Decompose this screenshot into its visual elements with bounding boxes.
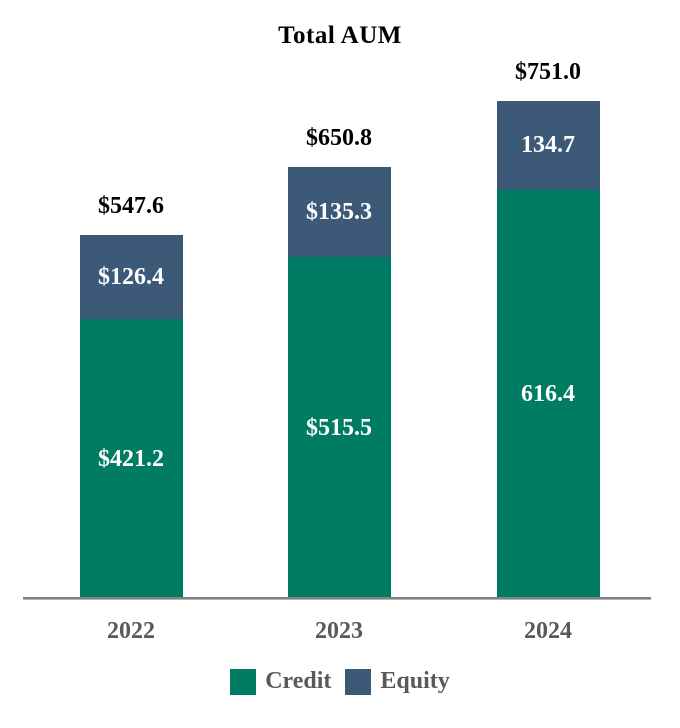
equity-value-label: $126.4	[98, 263, 164, 290]
legend-item-credit: Credit	[230, 668, 331, 695]
equity-value-label: 134.7	[521, 132, 575, 158]
credit-value-label: $421.2	[98, 445, 164, 472]
bar-segment-equity: $135.3	[287, 167, 391, 257]
credit-value-label: $515.5	[306, 414, 372, 441]
chart-title: Total AUM	[278, 22, 402, 49]
x-axis-label: 2023	[315, 618, 363, 644]
x-axis-line	[23, 597, 651, 600]
equity-value-label: $135.3	[306, 198, 372, 225]
total-value-label: $650.8	[306, 125, 372, 151]
legend-item-equity: Equity	[345, 668, 450, 695]
bar-segment-credit: $515.5	[287, 257, 391, 599]
credit-value-label: 616.4	[521, 381, 575, 407]
x-axis-label: 2024	[524, 618, 572, 644]
legend-swatch-equity	[345, 668, 372, 695]
bar-segment-equity: $126.4	[79, 235, 183, 319]
x-axis-label: 2022	[107, 618, 155, 644]
total-value-label: $547.6	[98, 193, 164, 219]
legend-label: Credit	[265, 668, 332, 694]
bar-segment-credit: 616.4	[496, 190, 600, 599]
legend-label: Equity	[380, 668, 450, 694]
bar-segment-equity: 134.7	[496, 101, 600, 190]
total-value-label: $751.0	[515, 59, 581, 85]
bar-segment-credit: $421.2	[79, 319, 183, 599]
legend-swatch-credit	[230, 668, 257, 695]
legend: Credit Equity	[0, 668, 680, 695]
